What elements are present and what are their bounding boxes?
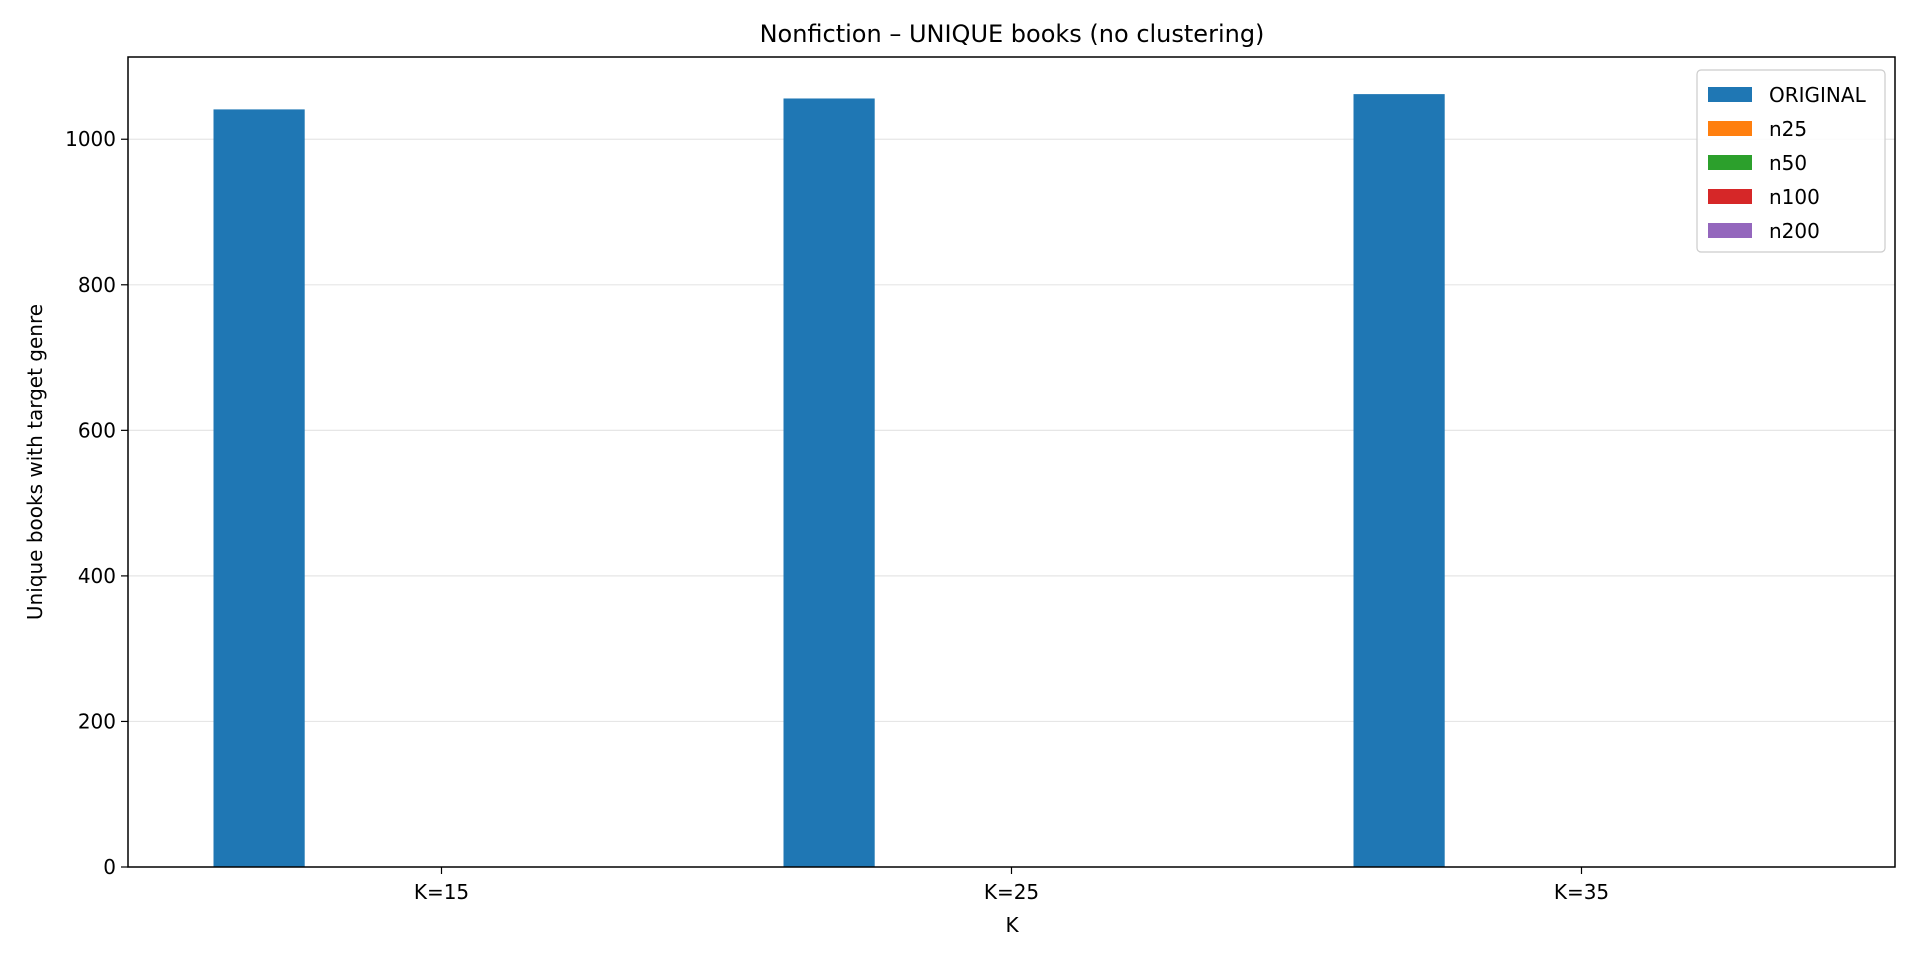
legend-box	[1696, 69, 1886, 253]
chart-title: Nonfiction – UNIQUE books (no clustering…	[760, 20, 1265, 48]
x-tick-label: K=35	[1554, 880, 1609, 904]
bar-original-k35	[1353, 94, 1445, 867]
legend: ORIGINAL n25 n50 n100 n200	[1696, 69, 1886, 253]
bar-original-k15	[213, 109, 305, 867]
plot-frame	[127, 56, 1896, 868]
x-axis: K=15 K=25 K=35	[414, 867, 1609, 904]
grid-lines	[128, 138, 1895, 723]
bar-original-k25	[783, 98, 875, 867]
x-tick-label: K=15	[414, 880, 469, 904]
bars	[213, 94, 1445, 867]
y-axis: 0 200 400 600 800 1000	[65, 127, 128, 879]
y-tick-label: 1000	[65, 127, 116, 151]
legend-label-n25: n25	[1769, 117, 1807, 141]
y-tick-label: 600	[78, 418, 116, 442]
y-tick-label: 400	[78, 564, 116, 588]
legend-swatch-n200	[1708, 223, 1752, 238]
y-tick-label: 0	[103, 855, 116, 879]
y-tick-label: 200	[78, 709, 116, 733]
y-tick-label: 800	[78, 273, 116, 297]
legend-swatch-n100	[1708, 189, 1752, 204]
x-tick-label: K=25	[984, 880, 1039, 904]
legend-label-n50: n50	[1769, 151, 1807, 175]
legend-label-n100: n100	[1769, 185, 1820, 209]
legend-label-original: ORIGINAL	[1769, 83, 1867, 107]
legend-swatch-n25	[1708, 121, 1752, 136]
x-axis-label: K	[1005, 913, 1019, 937]
y-axis-label: Unique books with target genre	[23, 304, 47, 620]
legend-swatch-original	[1708, 87, 1752, 102]
legend-swatch-n50	[1708, 155, 1752, 170]
legend-label-n200: n200	[1769, 219, 1820, 243]
